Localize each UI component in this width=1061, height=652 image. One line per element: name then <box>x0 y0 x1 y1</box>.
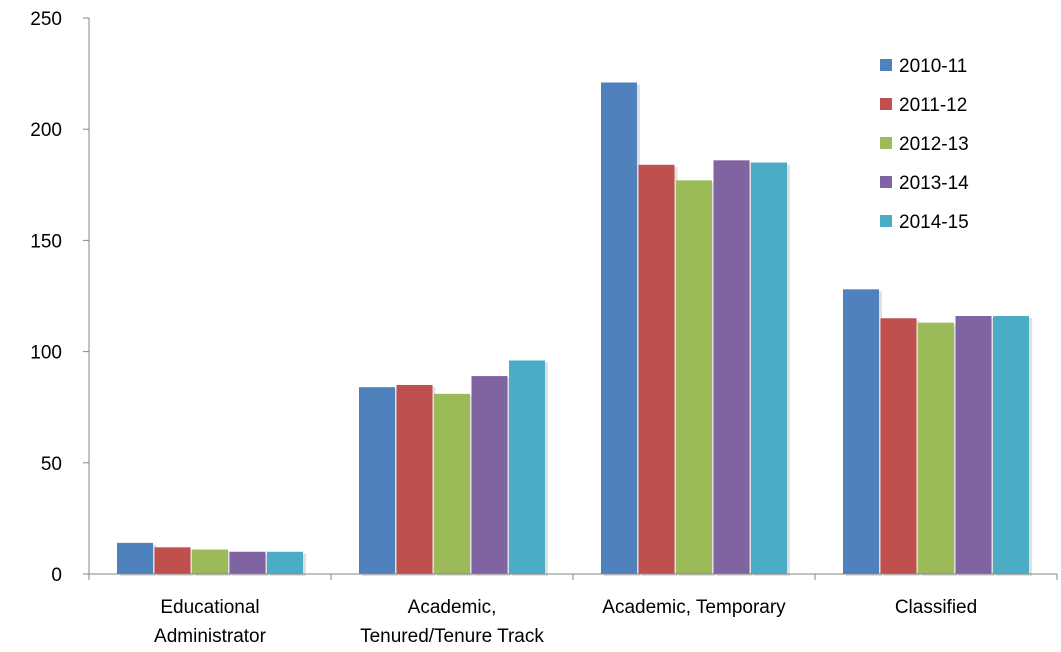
bar-2014-15-3 <box>993 316 1029 574</box>
legend-swatch <box>880 137 892 149</box>
bar-2012-13-0 <box>192 549 228 574</box>
bar-2014-15-1 <box>509 360 545 574</box>
y-axis-ticks: 0 50 100 150 200 250 <box>30 9 89 586</box>
legend-label: 2012-13 <box>899 134 969 155</box>
legend: 2010-11 2011-12 2012-13 2013-14 2014-15 <box>880 56 969 233</box>
bar-2014-15-0 <box>267 551 303 574</box>
x-category-label-line: Tenured/Tenure Track <box>360 626 544 647</box>
legend-swatch <box>880 59 892 71</box>
bar-2010-11-2 <box>601 82 637 574</box>
bar-2011-12-3 <box>880 318 917 574</box>
bar-2010-11-0 <box>117 542 153 574</box>
x-axis-labels: Educational Administrator Academic, Tenured… <box>154 597 977 647</box>
x-category-label-line: Classified <box>895 597 977 618</box>
legend-swatch <box>880 176 892 188</box>
legend-label: 2011-12 <box>899 95 967 116</box>
x-axis-tick-marks <box>88 574 1058 580</box>
bar-2012-13-2 <box>676 180 712 575</box>
legend-swatch <box>880 98 892 110</box>
legend-swatch <box>880 215 892 227</box>
bars <box>117 82 1032 577</box>
x-category-label: Academic, Temporary <box>602 597 786 618</box>
bar-2011-12-2 <box>638 164 675 574</box>
y-tick-label: 100 <box>30 343 62 364</box>
legend-label: 2010-11 <box>899 56 967 77</box>
bar-2013-14-2 <box>713 160 750 574</box>
legend-label: 2013-14 <box>899 173 969 194</box>
y-tick-label: 0 <box>51 565 62 586</box>
x-category-label-line: Administrator <box>154 626 267 647</box>
x-category-label: Educational Administrator <box>154 597 267 647</box>
y-tick-label: 150 <box>30 231 62 252</box>
legend-label: 2014-15 <box>899 212 969 233</box>
bar-2011-12-1 <box>396 384 433 574</box>
x-category-label-line: Academic, <box>408 597 497 618</box>
x-category-label-line: Academic, Temporary <box>602 597 786 618</box>
bar-2010-11-3 <box>843 289 879 574</box>
bar-2013-14-1 <box>471 376 508 574</box>
bar-2010-11-1 <box>359 387 395 574</box>
y-tick-label: 50 <box>41 454 62 475</box>
bar-2013-14-3 <box>955 316 992 574</box>
bar-2012-13-1 <box>434 393 470 574</box>
bar-2013-14-0 <box>229 551 266 574</box>
y-tick-label: 200 <box>30 120 62 141</box>
x-category-label: Classified <box>895 597 977 618</box>
bar-2014-15-2 <box>751 162 787 574</box>
x-category-label-line: Educational <box>160 597 259 618</box>
y-tick-label: 250 <box>30 9 62 30</box>
x-category-label: Academic, Tenured/Tenure Track <box>360 597 544 647</box>
bar-2012-13-3 <box>918 322 954 574</box>
bar-2011-12-0 <box>154 547 191 574</box>
